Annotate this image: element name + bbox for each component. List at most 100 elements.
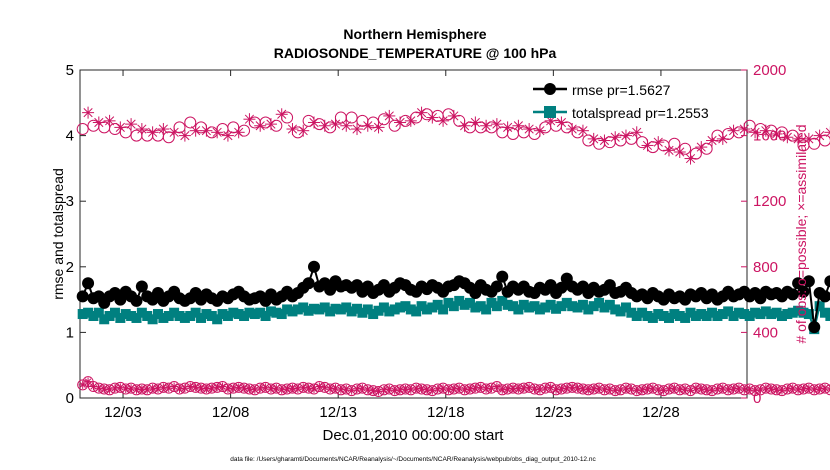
right-y-tick-label: 2000 <box>753 62 786 79</box>
spread-point <box>308 303 319 314</box>
obs-asterisk-stroke <box>363 121 373 131</box>
rmse-point <box>76 290 89 303</box>
spread-point <box>260 311 271 321</box>
legend-rmse-label: rmse pr=1.5627 <box>572 82 671 98</box>
obs-asterisk-stroke <box>827 386 830 391</box>
legend-spread-marker <box>544 106 556 118</box>
spread-point <box>454 295 465 306</box>
spread-point <box>378 302 389 313</box>
obs-asterisk-stroke <box>610 132 620 142</box>
rmse-point <box>786 288 799 301</box>
rmse-point <box>802 275 815 288</box>
obs-asterisk-stroke <box>687 387 694 394</box>
spread-point <box>421 304 432 315</box>
spread-point <box>793 305 804 316</box>
spread-point <box>642 311 653 321</box>
spread-point <box>486 297 497 308</box>
spread-point <box>276 309 287 320</box>
rmse-point <box>302 277 315 290</box>
obs-asterisk-stroke <box>94 117 104 128</box>
spread-point <box>314 304 325 315</box>
obs-asterisk-stroke <box>739 124 749 134</box>
spread-point <box>400 301 411 312</box>
obs-assimilated-point <box>297 124 310 137</box>
spread-point <box>610 304 621 315</box>
obs-asterisk-stroke <box>547 384 554 391</box>
spread-point <box>717 309 728 320</box>
spread-point <box>787 307 798 318</box>
obs-asterisk-stroke <box>191 126 201 136</box>
obs-asterisk-stroke <box>158 124 168 134</box>
obs-asterisk-stroke <box>406 116 416 126</box>
spread-point <box>427 302 438 313</box>
axes-box <box>79 69 748 399</box>
obs-asterisk-stroke <box>212 127 222 137</box>
obs-asterisk-stroke <box>815 131 825 141</box>
obs-asterisk-stroke <box>244 114 255 124</box>
spread-point <box>443 297 454 308</box>
obs-possible-point <box>743 119 756 132</box>
spread-point <box>637 307 648 318</box>
obs-asterisk-stroke <box>137 124 147 134</box>
spread-point <box>185 311 196 321</box>
chart-title-line2: RADIOSONDE_TEMPERATURE @ 100 hPa <box>274 45 557 61</box>
x-tick-label: 12/13 <box>319 404 357 421</box>
spread-point <box>545 299 556 310</box>
spread-point <box>179 312 190 323</box>
spread-point <box>502 299 513 310</box>
spread-point <box>626 307 637 318</box>
obs-possible-point <box>119 126 132 139</box>
obs-possible-point <box>184 116 197 129</box>
spread-point <box>109 307 120 318</box>
obs-asterisk-stroke <box>827 389 830 393</box>
spread-point <box>459 299 470 310</box>
spread-point <box>819 307 830 318</box>
spread-point <box>228 307 239 318</box>
x-tick-label: 12/28 <box>642 404 680 421</box>
x-tick-label: 12/18 <box>427 404 465 421</box>
series-obs-assimilated <box>77 376 830 397</box>
obs-assimilated-point <box>340 119 353 132</box>
obs-asterisk-stroke <box>707 135 717 146</box>
spread-point <box>733 307 744 318</box>
rmse-point <box>824 275 830 288</box>
obs-assimilated-point <box>351 123 364 136</box>
spread-point <box>556 301 567 312</box>
obs-possible-point <box>808 137 821 150</box>
spread-point <box>567 301 578 312</box>
spread-point <box>174 311 185 321</box>
spread-point <box>147 314 158 325</box>
spread-point <box>669 309 680 320</box>
spread-point <box>448 301 459 312</box>
obs-asterisk-stroke <box>546 116 556 126</box>
right-y-tick-label: 1200 <box>753 193 786 210</box>
spread-point <box>524 302 535 313</box>
spread-point <box>83 307 94 318</box>
obs-low-asterisk <box>78 380 87 389</box>
spread-point <box>99 314 110 325</box>
obs-possible-point <box>625 132 638 145</box>
obs-asterisk-stroke <box>287 124 298 134</box>
spread-point <box>438 304 449 315</box>
obs-asterisk-stroke <box>449 111 459 121</box>
spread-point <box>728 311 739 321</box>
obs-asterisk-stroke <box>664 145 674 155</box>
obs-assimilated-point <box>178 129 191 142</box>
spread-point <box>583 304 594 315</box>
spread-point <box>690 311 701 321</box>
spread-point <box>384 306 395 317</box>
spread-point <box>529 301 540 312</box>
obs-asterisk-stroke <box>115 122 125 132</box>
spread-point <box>416 301 427 312</box>
obs-possible-point <box>238 124 251 137</box>
spread-point <box>255 307 266 318</box>
rmse-point <box>792 277 805 290</box>
spread-point <box>755 309 766 320</box>
spread-point <box>265 306 276 317</box>
rmse-point <box>818 290 830 303</box>
rmse-point <box>82 277 95 290</box>
x-axis: 12/03 12/08 12/13 12/18 12/23 12/28 <box>104 70 680 421</box>
spread-point <box>475 301 486 312</box>
obs-low-asterisk <box>826 385 830 394</box>
